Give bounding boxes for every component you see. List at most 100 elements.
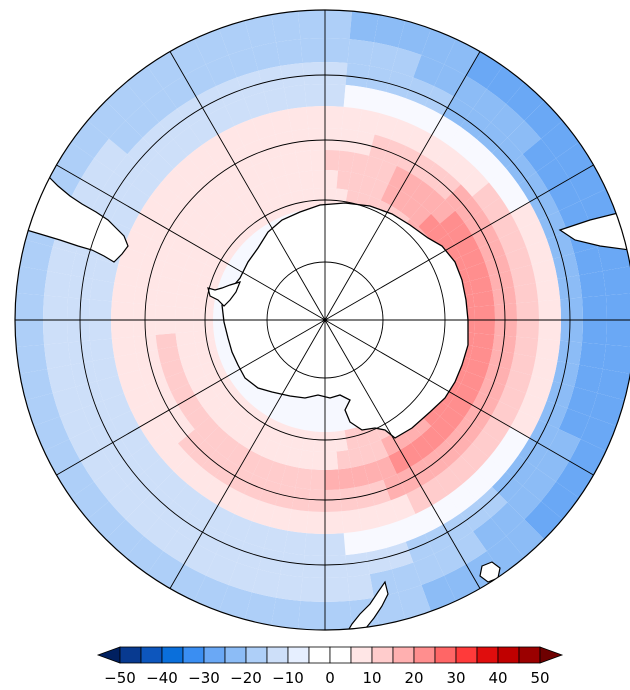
field-cell (518, 393, 547, 420)
field-cell (460, 108, 491, 140)
field-cell (531, 258, 558, 283)
field-cell (344, 428, 360, 450)
field-cell (490, 103, 525, 138)
field-cell (113, 455, 145, 486)
map-boundary (14, 9, 630, 631)
field-cell (155, 320, 176, 335)
field-cell (111, 336, 136, 358)
field-cell (445, 184, 473, 211)
field-cell (325, 10, 353, 40)
field-cell (229, 467, 254, 495)
field-cell (310, 469, 325, 491)
field-cell (170, 235, 196, 257)
field-cell (448, 455, 477, 484)
field-cell (175, 331, 196, 347)
field-cell (56, 142, 94, 179)
field-cell (582, 320, 607, 345)
field-cell (266, 155, 287, 180)
field-cell (238, 428, 259, 450)
field-cell (91, 191, 121, 221)
field-cell (231, 218, 254, 241)
field-cell (60, 408, 92, 440)
field-cell (157, 276, 181, 294)
field-cell (47, 364, 76, 393)
field-cell (236, 541, 264, 570)
field-cell (484, 363, 511, 386)
field-cell (386, 541, 414, 570)
field-cell (139, 254, 166, 277)
field-cell (225, 98, 252, 127)
field-cell (261, 179, 280, 201)
field-cell (297, 10, 325, 40)
field-cell (380, 434, 400, 456)
field-cell (133, 286, 158, 306)
field-cell (359, 444, 377, 465)
field-cell (354, 484, 375, 510)
field-cell (189, 440, 216, 468)
field-cell (353, 425, 371, 448)
field-cell (306, 106, 325, 129)
field-cell (465, 358, 490, 379)
field-cell (142, 122, 174, 154)
field-cell (526, 239, 553, 265)
field-cell (240, 405, 261, 429)
field-cell (421, 134, 448, 163)
colorbar-tick-label: 40 (488, 669, 507, 687)
field-cell (567, 386, 598, 417)
field-cell (15, 292, 45, 320)
field-cell (159, 500, 190, 532)
field-cell (602, 344, 630, 374)
field-cell (538, 320, 561, 341)
field-cell (155, 290, 178, 307)
field-cell (336, 170, 352, 191)
field-cell (298, 170, 314, 191)
field-cell (358, 109, 381, 135)
colorbar-box (119, 646, 142, 664)
colorbar-box (518, 646, 541, 664)
field-cell (273, 444, 291, 465)
meridian-line-inner (295, 319, 326, 371)
field-cell (155, 305, 176, 320)
colorbar-tick-label: 0 (325, 669, 335, 687)
field-cell (510, 353, 536, 376)
field-cell (133, 303, 156, 320)
field-cell (175, 306, 194, 320)
field-cell (388, 165, 410, 191)
field-cell (216, 384, 240, 405)
field-cell (161, 168, 190, 197)
field-cell (460, 248, 485, 269)
field-cell (374, 500, 399, 527)
field-cell (251, 113, 276, 140)
field-cell (263, 526, 288, 553)
field-cell (194, 199, 219, 224)
field-cell (489, 349, 515, 370)
field-cell (552, 253, 580, 280)
field-cell (143, 517, 178, 552)
field-cell (139, 416, 168, 443)
field-cell (368, 134, 391, 161)
field-cell (180, 268, 201, 286)
field-cell (605, 320, 630, 348)
field-cell (474, 320, 496, 335)
field-cell (165, 371, 190, 392)
field-cell (460, 500, 491, 532)
meridian-line-inner (324, 319, 376, 350)
field-cell (455, 196, 483, 223)
field-cell (434, 64, 466, 97)
field-cell (300, 577, 325, 602)
field-cell (491, 471, 523, 503)
field-cell (244, 592, 277, 626)
field-cell (276, 574, 303, 601)
field-cell (269, 505, 292, 531)
field-cell (308, 489, 325, 512)
field-cell (376, 160, 397, 185)
colorbar-box (182, 646, 205, 664)
new-zealand-landmass (345, 580, 389, 630)
field-cell (531, 357, 558, 382)
meridian-line-inner (295, 269, 326, 321)
field-cell (189, 245, 211, 265)
colorbar-box (476, 646, 499, 664)
field-cell (147, 551, 184, 589)
field-cell (476, 122, 508, 154)
field-cell (201, 162, 228, 190)
